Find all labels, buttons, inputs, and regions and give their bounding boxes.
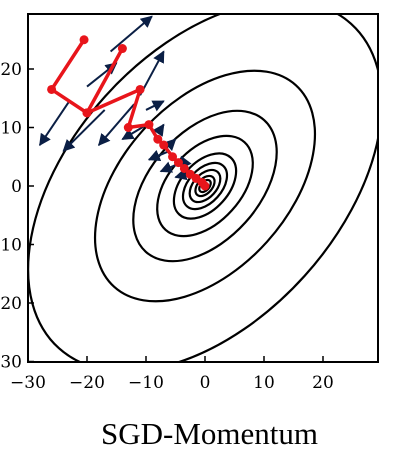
x-axis-ticks: −30 −20 −10 0 10 20 xyxy=(10,356,334,393)
plot-frame xyxy=(27,13,379,363)
path-point-0 xyxy=(79,35,89,45)
contour-lines xyxy=(28,14,378,362)
path-point-1 xyxy=(47,84,57,94)
y-axis-ticks: 20 10 0 10 20 30 xyxy=(0,60,34,373)
path-point-7 xyxy=(144,120,154,130)
x-tick-label: −30 xyxy=(10,373,46,393)
contour-7 xyxy=(93,69,317,303)
x-tick-label: −20 xyxy=(69,373,105,393)
x-tick-label: 10 xyxy=(253,373,275,393)
y-tick-label: 20 xyxy=(0,60,22,80)
y-tick-label: 30 xyxy=(0,353,22,373)
path-point-5 xyxy=(135,84,145,94)
gradient-arrow-0 xyxy=(109,15,153,53)
path-point-11 xyxy=(173,158,183,168)
gradient-arrows xyxy=(38,15,192,181)
path-point-6 xyxy=(123,123,133,132)
chart-title: SGD-Momentum xyxy=(101,416,318,451)
y-tick-label: 0 xyxy=(11,177,22,197)
x-tick-label: 0 xyxy=(200,373,211,393)
gradient-arrow-9 xyxy=(147,149,170,161)
x-tick-label: 20 xyxy=(312,373,334,393)
gradient-arrow-3 xyxy=(62,109,106,152)
path-point-8 xyxy=(153,134,163,144)
y-tick-label: 20 xyxy=(0,294,22,314)
path-point-9 xyxy=(159,140,169,150)
path-point-3 xyxy=(117,44,127,54)
x-tick-label: −10 xyxy=(128,373,164,393)
path-point-12 xyxy=(179,163,189,173)
momentum-path xyxy=(47,35,210,191)
gradient-arrow-6 xyxy=(145,100,165,112)
gradient-arrow-8 xyxy=(152,123,165,137)
contour-8 xyxy=(28,14,378,362)
gradient-arrow-1 xyxy=(38,100,71,147)
path-point-4 xyxy=(82,108,92,118)
gradient-arrow-5 xyxy=(98,103,135,146)
y-tick-label: 10 xyxy=(0,236,22,256)
path-point-10 xyxy=(168,152,178,162)
y-tick-label: 10 xyxy=(0,119,22,139)
path-point-16 xyxy=(200,181,210,191)
gradient-arrow-10 xyxy=(163,138,177,152)
